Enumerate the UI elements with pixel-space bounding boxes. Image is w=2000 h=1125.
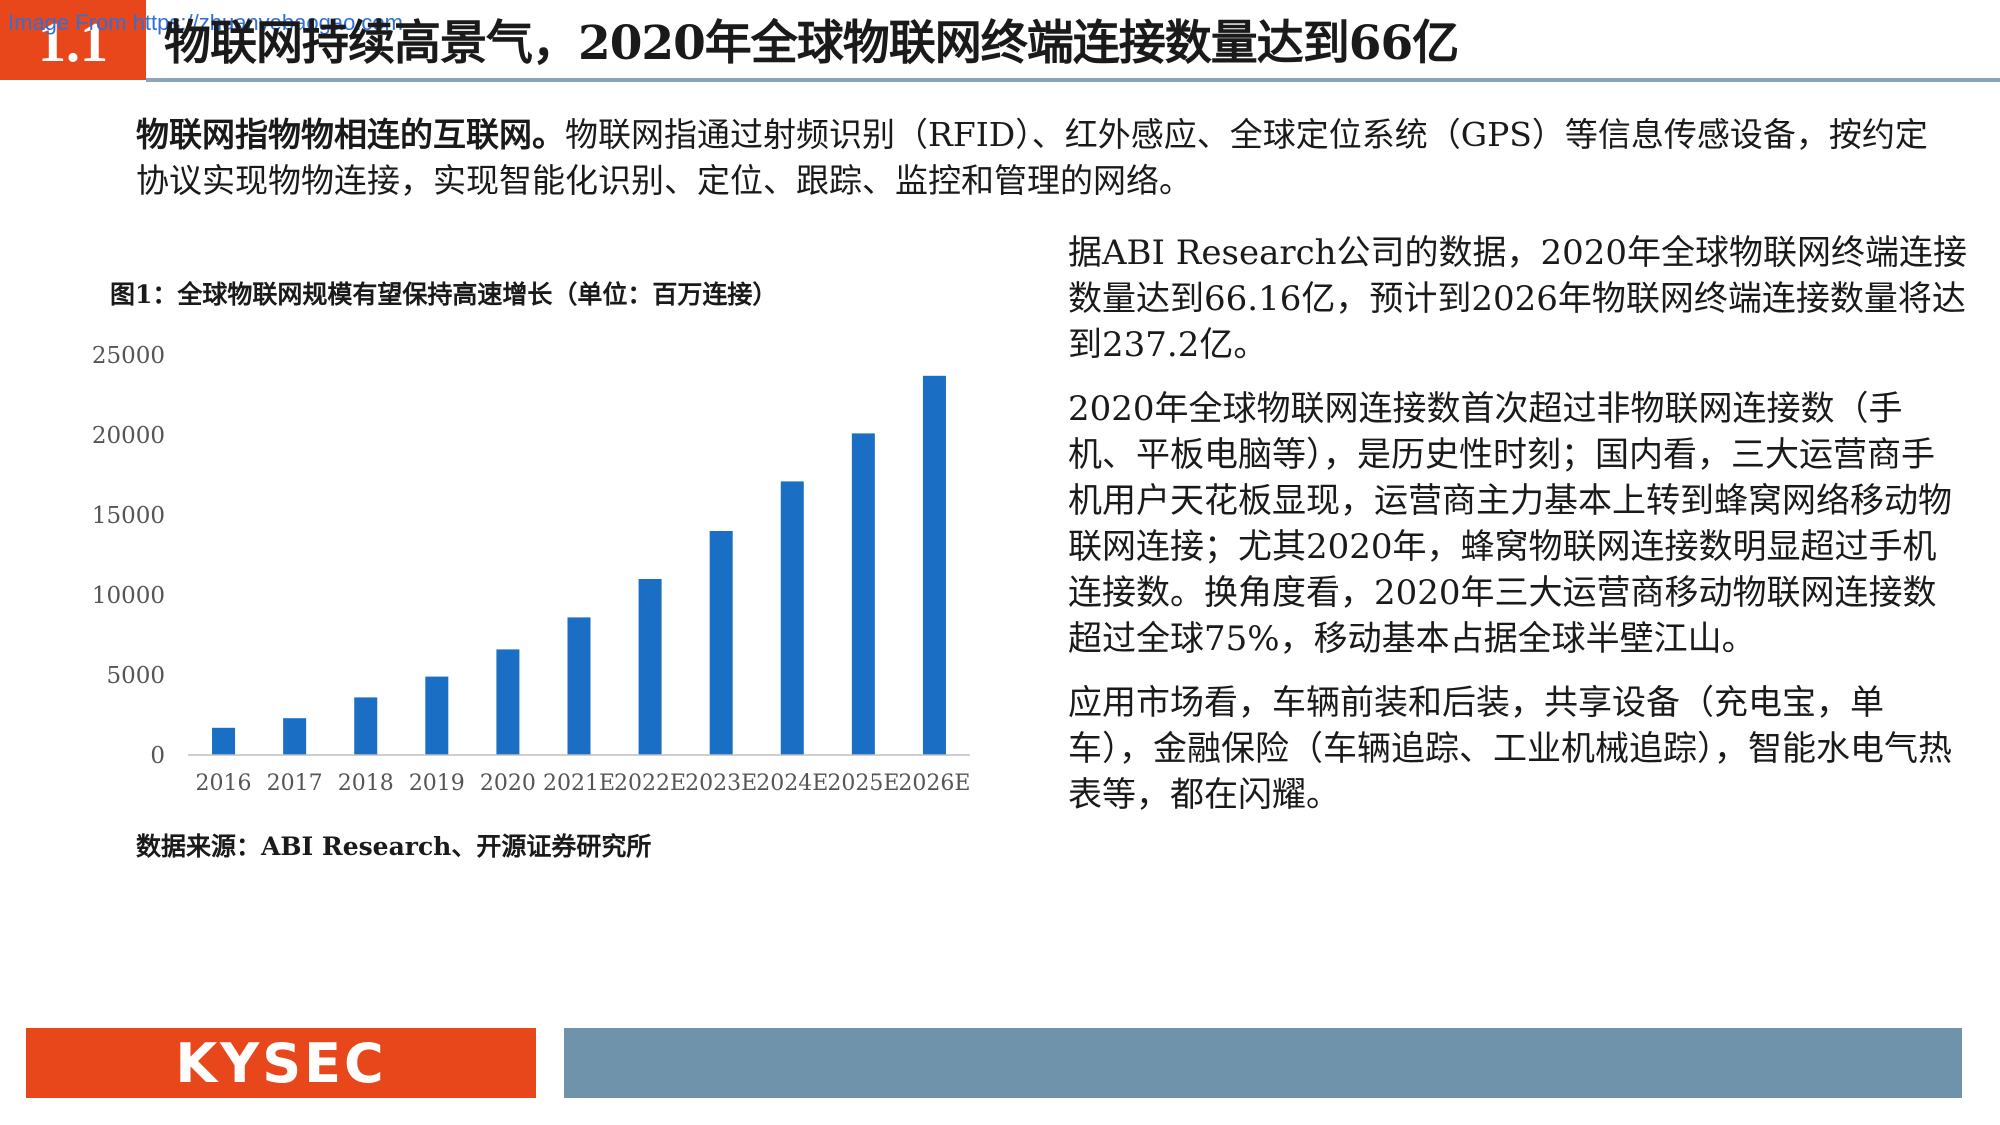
figure-source: 数据来源：ABI Research、开源证券研究所 (136, 832, 652, 861)
analysis-paragraph-1: 据ABI Research公司的数据，2020年全球物联网终端连接数量达到66.… (1068, 233, 1968, 365)
y-tick-label: 0 (150, 743, 165, 769)
x-tick-label: 2020 (480, 771, 536, 796)
kysec-logo: KYSEC (26, 1028, 536, 1098)
y-tick-label: 15000 (92, 503, 165, 529)
intro-paragraph: 物联网指物物相连的互联网。物联网指通过射频识别（RFID）、红外感应、全球定位系… (136, 112, 1936, 204)
figure-caption: 图1：全球物联网规模有望保持高速增长（单位：百万连接） (110, 280, 778, 309)
bar-2017 (283, 718, 307, 755)
bar-2022E (638, 579, 662, 755)
x-tick-label: 2022E (614, 771, 686, 796)
x-tick-label: 2021E (543, 771, 615, 796)
bar-2021E (567, 617, 591, 755)
analysis-paragraph-3: 应用市场看，车辆前装和后装，共享设备（充电宝，单车），金融保险（车辆追踪、工业机… (1068, 683, 1952, 815)
bar-2016 (212, 727, 236, 755)
x-tick-label: 2017 (267, 771, 323, 796)
x-tick-label: 2018 (338, 771, 394, 796)
bar-2024E (780, 481, 804, 755)
title-divider (146, 78, 2000, 82)
footer-bar (564, 1028, 1962, 1098)
x-tick-label: 2019 (409, 771, 465, 796)
x-tick-label: 2024E (756, 771, 828, 796)
section-number-badge: 1.1 (0, 0, 146, 80)
intro-body: 物联网指通过射频识别（RFID）、红外感应、全球定位系统（GPS）等信息传感设备… (136, 115, 1928, 200)
chart-bars (212, 375, 946, 755)
slide-title: 物联网持续高景气，2020年全球物联网终端连接数量达到66亿 (164, 16, 1459, 71)
x-tick-label: 2016 (196, 771, 252, 796)
y-tick-label: 20000 (92, 423, 165, 449)
bar-2026E (922, 375, 946, 755)
y-axis-ticks: 0 5000 10000 15000 20000 25000 (92, 343, 165, 769)
y-tick-label: 5000 (106, 663, 165, 689)
bar-2019 (425, 676, 449, 755)
intro-lead: 物联网指物物相连的互联网。 (136, 115, 565, 154)
analysis-text: 据ABI Research公司的数据，2020年全球物联网终端连接数量达到66.… (1068, 230, 1968, 836)
x-tick-label: 2026E (898, 771, 970, 796)
x-tick-label: 2025E (827, 771, 899, 796)
bar-2020 (496, 649, 520, 755)
watermark-link[interactable]: Image From https://zhuanyebaogao.com (8, 10, 403, 35)
analysis-paragraph-2: 2020年全球物联网连接数首次超过非物联网连接数（手机、平板电脑等），是历史性时… (1068, 389, 1952, 659)
y-tick-label: 25000 (92, 343, 165, 369)
bar-2025E (851, 433, 875, 755)
x-tick-label: 2023E (685, 771, 757, 796)
y-tick-label: 10000 (92, 583, 165, 609)
x-axis-ticks: 2016 2017 2018 2019 2020 2021E 2022E 2023E 2024E… (196, 771, 971, 796)
bar-2023E (709, 531, 733, 755)
bar-2018 (354, 697, 378, 755)
